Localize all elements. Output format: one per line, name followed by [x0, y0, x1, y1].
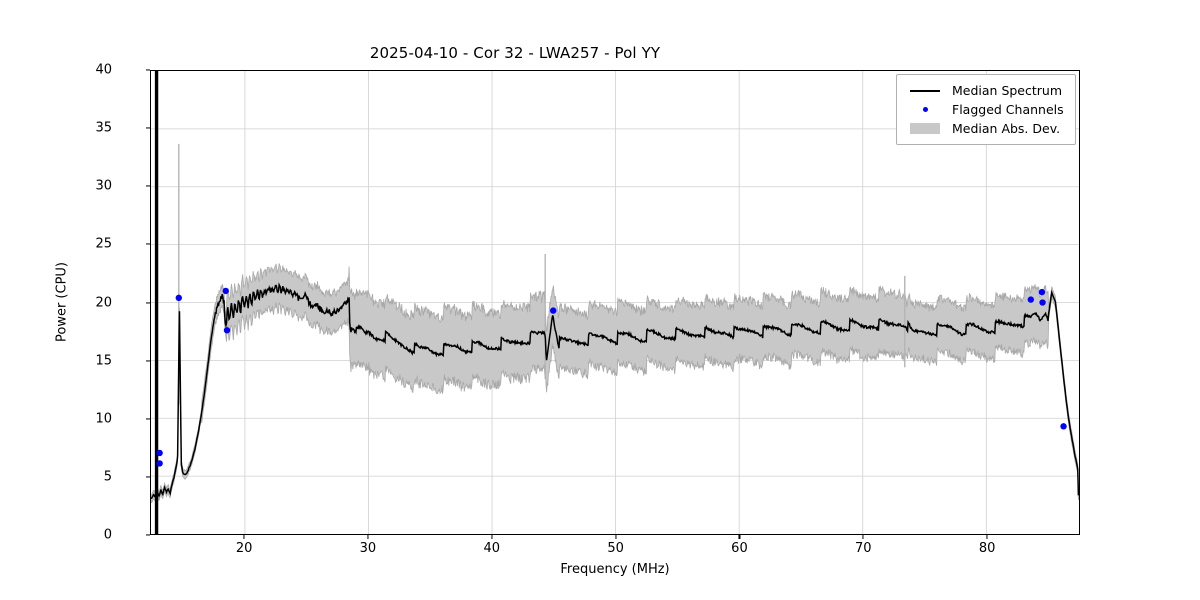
flagged-channel-dot	[156, 460, 163, 467]
x-tick-mark	[862, 535, 864, 539]
y-tick-label: 40	[95, 62, 112, 78]
legend-item-median-spectrum: Median Spectrum	[905, 81, 1067, 100]
y-tick-label: 5	[103, 469, 112, 485]
y-tick-mark	[146, 301, 150, 304]
y-tick-label: 10	[95, 411, 112, 427]
x-tick-mark	[491, 535, 493, 539]
legend-label-median-abs-dev: Median Abs. Dev.	[952, 121, 1061, 136]
legend: Median Spectrum Flagged Channels Median …	[896, 74, 1076, 145]
y-tick-label: 15	[95, 353, 112, 369]
x-tick-mark	[738, 535, 740, 539]
median-spectrum-line	[151, 282, 1079, 500]
x-tick-label: 60	[731, 541, 748, 556]
x-axis-label: Frequency (MHz)	[560, 562, 670, 577]
y-tick-mark	[146, 185, 150, 187]
flagged-channel-dot	[550, 307, 557, 314]
x-tick-label: 20	[235, 541, 253, 556]
y-tick-mark	[146, 534, 150, 536]
flagged-channel-markers	[156, 287, 1067, 467]
line-swatch-icon	[905, 89, 945, 92]
x-tick-label: 50	[607, 541, 624, 556]
chart-title-text: 2025-04-10 - Cor 32 - LWA257 - Pol YY	[369, 44, 661, 62]
y-tick-label: 0	[103, 527, 112, 543]
flagged-channel-dot	[1027, 296, 1035, 303]
flagged-channel-dot	[1038, 288, 1046, 296]
flagged-channel-dot	[175, 294, 182, 302]
flagged-channel-dot	[223, 327, 231, 334]
y-tick-label: 30	[95, 178, 112, 194]
patch-swatch-icon	[905, 123, 945, 134]
flagged-channel-dot	[156, 449, 163, 457]
page-title: 2025-04-10 - Cor 32 - LWA257 - Pol YY	[0, 44, 1200, 62]
median-abs-dev-band	[151, 263, 1079, 504]
y-tick-mark	[146, 418, 150, 420]
x-tick-mark	[986, 535, 988, 539]
plot-area	[150, 70, 1080, 535]
y-tick-mark	[146, 69, 150, 71]
legend-item-median-abs-dev: Median Abs. Dev.	[905, 119, 1067, 138]
x-tick-label: 70	[855, 541, 872, 556]
y-axis-label: Power (CPU)	[54, 261, 70, 343]
x-tick-mark	[243, 535, 245, 539]
y-tick-mark	[146, 243, 150, 245]
y-tick-mark	[146, 127, 150, 129]
flagged-channel-dot	[1039, 299, 1046, 306]
x-tick-mark	[615, 535, 617, 539]
y-tick-label: 20	[95, 295, 112, 310]
flagged-channel-dot	[222, 287, 229, 295]
legend-item-flagged-channels: Flagged Channels	[905, 100, 1067, 119]
dot-swatch-icon	[905, 107, 945, 112]
x-tick-label: 30	[359, 541, 377, 556]
x-tick-label: 40	[483, 541, 501, 556]
legend-label-median-spectrum: Median Spectrum	[952, 83, 1063, 98]
y-tick-mark	[146, 360, 150, 362]
legend-label-flagged-channels: Flagged Channels	[952, 102, 1064, 117]
y-tick-label: 25	[95, 236, 112, 252]
y-tick-mark	[146, 476, 150, 478]
x-tick-label: 80	[978, 541, 996, 556]
y-tick-label: 35	[95, 120, 112, 136]
x-tick-mark	[367, 535, 369, 539]
flagged-channel-dot	[1060, 423, 1067, 430]
